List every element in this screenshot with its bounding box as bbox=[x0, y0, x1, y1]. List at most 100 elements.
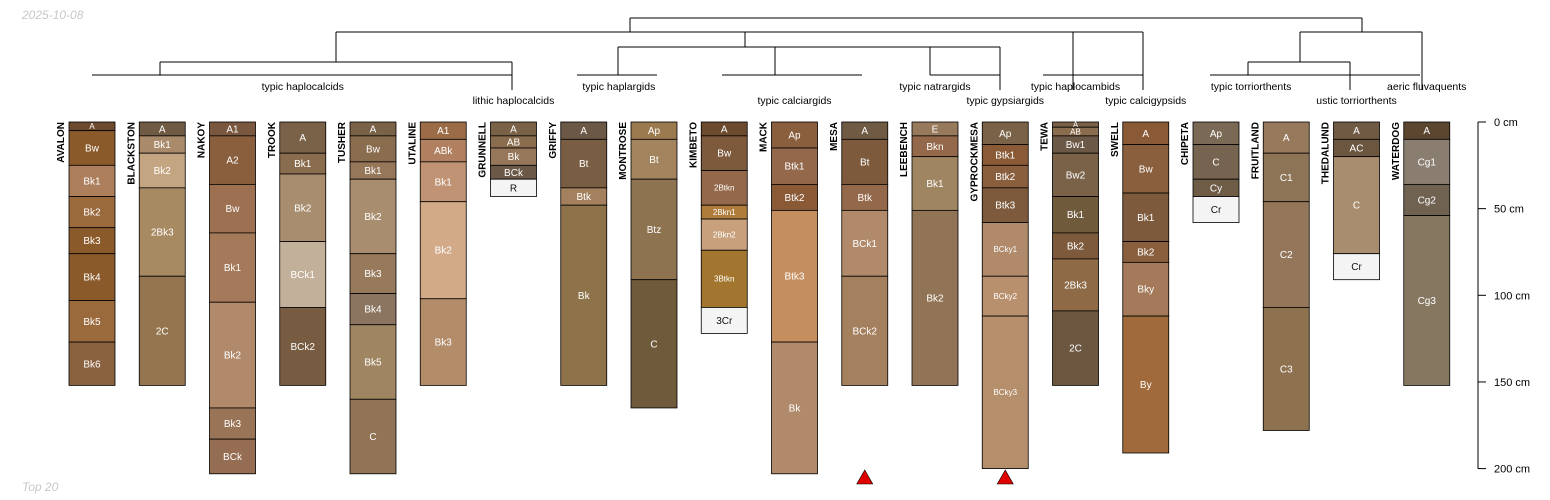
horizon-label: Bw bbox=[1139, 164, 1154, 175]
horizon-label: A bbox=[721, 124, 728, 135]
horizon-label: Ap bbox=[999, 129, 1012, 140]
horizon-bk1 bbox=[209, 232, 256, 303]
horizon-label: Cg1 bbox=[1418, 157, 1437, 168]
horizon-label: Bk2 bbox=[224, 351, 242, 362]
horizon-label: A2 bbox=[226, 156, 239, 167]
horizon-3btkn bbox=[700, 249, 748, 308]
profile-name: GYPROCKMESA bbox=[969, 122, 980, 201]
profile-name: UTALINE bbox=[407, 122, 418, 165]
horizon-label: Bt bbox=[860, 157, 870, 168]
horizon-label: 3Cr bbox=[716, 316, 733, 327]
profile-kimbeto: A Bw 2Btkn 2Bkn1 2Bkn2 3Btkn 3Cr KIMBETO bbox=[688, 121, 748, 334]
footer-label: Top 20 bbox=[22, 480, 59, 494]
horizon-bky bbox=[1122, 261, 1170, 317]
horizon-c bbox=[1333, 156, 1380, 255]
horizon-label: Bk1 bbox=[154, 140, 172, 151]
horizon-btk3 bbox=[981, 187, 1029, 223]
taxa-label: lithic haplocalcids bbox=[473, 95, 555, 107]
horizon-label: 2Bkn2 bbox=[713, 230, 736, 239]
truncation-marker-mesa bbox=[856, 469, 874, 485]
profile-swell: A Bw Bk1 Bk2 Bky By SWELL bbox=[1110, 121, 1170, 454]
horizon-a2 bbox=[209, 135, 256, 185]
horizon-label: Ap bbox=[1210, 129, 1223, 140]
horizon-bck2 bbox=[279, 307, 327, 386]
profile-thedalund: A AC C Cr THEDALUND bbox=[1321, 121, 1380, 281]
horizon-label: 2C bbox=[156, 326, 169, 337]
horizon-label: Bk6 bbox=[83, 359, 101, 370]
profile-name: AVALON bbox=[56, 122, 67, 163]
horizon-label: Btk2 bbox=[784, 193, 804, 204]
horizon-label: A bbox=[1073, 120, 1079, 129]
profile-mesa: A Bt Btk BCk1 BCk2 MESA bbox=[829, 121, 889, 386]
horizon-c2 bbox=[1262, 201, 1310, 308]
profile-name: MONTROSE bbox=[618, 122, 629, 180]
horizon-bk5 bbox=[68, 300, 116, 343]
horizon-label: BCky3 bbox=[993, 388, 1017, 397]
profile-name: TROOK bbox=[267, 121, 278, 158]
horizon-label: Bk1 bbox=[294, 159, 312, 170]
axis-tick-label: 150 cm bbox=[1494, 377, 1530, 389]
horizon-label: A bbox=[861, 126, 868, 137]
horizon-bk2 bbox=[911, 209, 959, 386]
horizon-label: Bk2 bbox=[926, 293, 944, 304]
horizon-label: 2C bbox=[1069, 344, 1082, 355]
horizon-label: A bbox=[1423, 126, 1430, 137]
horizon-c bbox=[349, 398, 397, 475]
horizon-label: Btk3 bbox=[784, 272, 804, 283]
profile-leebench: E Bkn Bk1 Bk2 LEEBENCH bbox=[899, 121, 959, 386]
profile-blackston: A Bk1 Bk2 2Bk3 2C BLACKSTON bbox=[126, 121, 186, 386]
horizon-label: Btk3 bbox=[995, 201, 1015, 212]
truncation-markers bbox=[856, 469, 1014, 485]
profile-waterdog: A Cg1 Cg2 Cg3 WATERDOG bbox=[1391, 121, 1451, 386]
horizon-label: Bk5 bbox=[364, 358, 382, 369]
horizon-label: BCky2 bbox=[993, 292, 1017, 301]
horizon-label: Ap bbox=[648, 126, 661, 137]
horizon-label: Cg2 bbox=[1418, 195, 1437, 206]
horizon-bk2 bbox=[1052, 232, 1099, 260]
horizon-bw bbox=[349, 135, 397, 163]
horizon-label: Bw bbox=[717, 149, 732, 160]
horizon-bck1 bbox=[279, 241, 327, 308]
horizon-label: Btk1 bbox=[784, 162, 804, 173]
horizon-by bbox=[1122, 315, 1170, 454]
horizon-label: Bk bbox=[789, 403, 802, 414]
horizon-label: A bbox=[1283, 133, 1290, 144]
horizon-label: Bk2 bbox=[364, 212, 382, 223]
horizon-bk2 bbox=[419, 201, 467, 300]
horizon-bk3 bbox=[419, 298, 467, 386]
horizon-label: Bw bbox=[85, 143, 100, 154]
horizon-2c bbox=[1052, 310, 1099, 386]
horizon-label: Cy bbox=[1210, 183, 1222, 194]
profile-montrose: Ap Bt Btz C MONTROSE bbox=[618, 121, 678, 409]
horizon-btk1 bbox=[771, 147, 818, 185]
horizon-bk2 bbox=[209, 301, 256, 409]
horizon-label: Bk2 bbox=[294, 203, 312, 214]
axis-tick-label: 50 cm bbox=[1494, 204, 1524, 216]
horizon-ap bbox=[771, 121, 818, 149]
taxa-label: typic calciargids bbox=[757, 95, 831, 107]
horizon-bcky3 bbox=[981, 315, 1029, 470]
profile-name: FRUITLAND bbox=[1250, 122, 1261, 179]
horizon-label: BCk1 bbox=[291, 270, 316, 281]
horizon-bk1 bbox=[419, 161, 467, 203]
profile-grunnell: A AB Bk BCk R GRUNNELL bbox=[478, 121, 537, 197]
horizon-bk bbox=[771, 341, 818, 475]
profile-name: WATERDOG bbox=[1391, 122, 1402, 180]
profile-griffy: A Bt Btk Bk GRIFFY bbox=[548, 121, 608, 386]
horizon-label: Cr bbox=[1211, 205, 1222, 216]
horizon-label: C2 bbox=[1280, 250, 1293, 261]
horizon-bt bbox=[560, 138, 608, 189]
date-label: 2025-10-08 bbox=[22, 8, 84, 22]
horizon-bw bbox=[1122, 144, 1170, 194]
horizon-label: BCk bbox=[504, 168, 524, 179]
horizon-label: A bbox=[580, 126, 587, 137]
horizon-bk6 bbox=[68, 341, 116, 386]
horizon-label: Ap bbox=[788, 130, 801, 141]
horizon-label: 2Bk3 bbox=[151, 228, 174, 239]
horizon-label: Bk1 bbox=[224, 263, 242, 274]
horizon-label: Bk3 bbox=[83, 236, 101, 247]
horizon-bk4 bbox=[68, 253, 116, 301]
horizon-label: A bbox=[299, 133, 306, 144]
